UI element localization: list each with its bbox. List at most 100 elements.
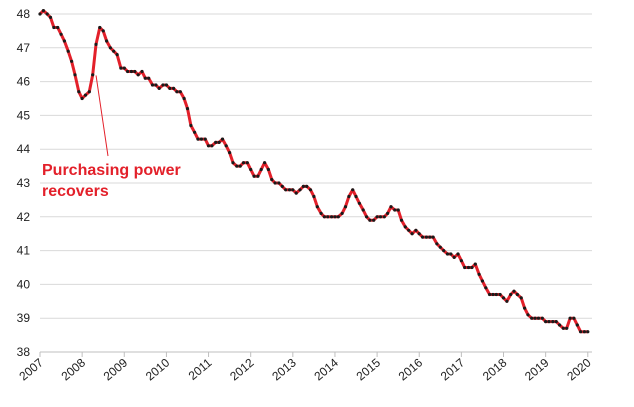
- data-point: [509, 292, 513, 297]
- data-point: [91, 73, 95, 77]
- data-point: [519, 296, 523, 300]
- data-point: [241, 161, 246, 165]
- data-point: [368, 218, 372, 222]
- data-point: [196, 137, 200, 141]
- x-tick-label: 2009: [101, 355, 131, 383]
- data-point: [66, 49, 70, 53]
- data-point: [41, 9, 46, 13]
- horizontal-gridlines: [40, 13, 592, 353]
- data-point: [157, 86, 161, 90]
- data-point: [452, 255, 456, 259]
- y-tick-label: 43: [17, 176, 31, 190]
- data-point: [59, 32, 63, 36]
- y-tick-label: 44: [17, 142, 31, 156]
- data-point: [308, 188, 313, 192]
- data-point: [98, 25, 102, 30]
- data-point: [488, 292, 492, 297]
- x-tick-label: 2013: [269, 355, 299, 383]
- data-point: [372, 218, 376, 222]
- data-point: [182, 96, 186, 101]
- data-point: [477, 272, 481, 276]
- data-point: [365, 215, 369, 219]
- data-point: [586, 330, 590, 334]
- data-point: [126, 69, 130, 74]
- data-point: [382, 215, 386, 219]
- data-point: [220, 137, 225, 141]
- data-point: [189, 123, 193, 128]
- series-markers: [38, 9, 590, 334]
- x-tick-label: 2020: [564, 355, 594, 383]
- y-tick-label: 39: [17, 311, 31, 325]
- data-point: [172, 86, 176, 90]
- data-point: [277, 181, 281, 185]
- data-point: [389, 205, 393, 209]
- data-point: [143, 76, 147, 80]
- data-point: [270, 178, 274, 182]
- x-tick-label: 2019: [522, 355, 552, 383]
- data-point: [56, 25, 60, 30]
- data-point: [164, 83, 168, 87]
- data-point: [108, 46, 112, 50]
- data-point: [459, 259, 463, 263]
- data-point: [101, 29, 105, 33]
- data-point: [484, 286, 488, 290]
- data-point: [52, 25, 56, 30]
- data-point: [38, 12, 42, 16]
- data-point: [491, 292, 495, 297]
- data-point: [375, 215, 379, 219]
- data-point: [357, 201, 361, 205]
- data-point: [284, 188, 288, 192]
- data-point: [252, 174, 256, 178]
- data-point: [523, 306, 527, 310]
- data-point: [315, 205, 319, 209]
- data-point: [214, 140, 218, 144]
- data-point: [231, 161, 235, 165]
- data-point: [112, 49, 116, 53]
- data-point: [45, 12, 49, 16]
- y-tick-label: 46: [17, 75, 31, 89]
- data-point: [266, 167, 270, 172]
- data-point: [122, 66, 126, 70]
- data-point: [403, 225, 407, 229]
- data-point: [512, 289, 516, 293]
- x-tick-labels: 2007 2008 2009 2010 2011 2012 2013 2014 2015 2016…: [16, 355, 593, 383]
- y-tick-label: 38: [17, 345, 31, 359]
- y-tick-label: 45: [17, 108, 31, 122]
- data-point: [175, 90, 179, 94]
- data-point: [351, 188, 355, 192]
- y-tick-label: 42: [17, 210, 31, 224]
- data-point: [438, 245, 442, 249]
- data-point: [572, 316, 576, 320]
- data-point: [245, 161, 249, 165]
- data-point: [77, 90, 81, 94]
- data-point: [568, 316, 572, 320]
- data-point: [551, 320, 555, 324]
- data-point: [536, 316, 541, 320]
- data-point: [414, 228, 418, 232]
- data-point: [70, 59, 74, 63]
- y-tick-label: 40: [17, 277, 31, 291]
- data-point: [445, 252, 450, 256]
- data-point: [579, 330, 583, 334]
- annotation-line: Purchasing power: [42, 162, 181, 179]
- data-point: [547, 320, 551, 324]
- data-point: [129, 69, 133, 74]
- y-tick-labels: 38 39 40 41 42 43 44 45 46 47 48: [17, 7, 31, 359]
- data-point: [393, 208, 397, 212]
- data-point: [540, 316, 544, 320]
- data-point: [399, 218, 404, 222]
- data-point: [575, 323, 579, 327]
- x-tick-label: 2012: [227, 355, 257, 383]
- data-point: [480, 279, 484, 283]
- data-point: [533, 316, 537, 320]
- x-tick-label: 2016: [396, 355, 426, 383]
- data-point: [83, 93, 88, 97]
- data-point: [115, 53, 119, 57]
- data-point: [140, 69, 144, 74]
- data-point: [273, 181, 277, 185]
- data-point: [161, 83, 165, 87]
- data-point: [305, 184, 309, 188]
- data-point: [238, 164, 242, 168]
- data-point: [378, 215, 383, 219]
- data-point: [442, 249, 446, 253]
